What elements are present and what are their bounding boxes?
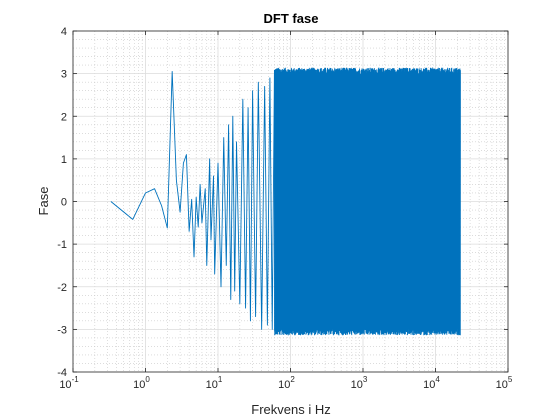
x-axis-label: Frekvens i Hz — [251, 402, 330, 417]
x-tick-label: 105 — [496, 375, 513, 391]
x-tick-label: 10-1 — [59, 375, 79, 391]
y-tick-label: 2 — [61, 111, 67, 123]
y-tick-label: -3 — [57, 324, 67, 336]
x-tick-label: 104 — [423, 375, 440, 391]
y-axis-ticks: -4 -3 -2 -1 0 1 2 3 4 — [57, 26, 508, 379]
chart-title: DFT fase — [264, 11, 319, 26]
x-tick-label: 101 — [206, 375, 223, 391]
y-axis-label: Fase — [36, 187, 51, 216]
x-axis-ticks: 10-1 100 101 102 103 104 105 — [59, 31, 513, 391]
x-tick-label: 100 — [133, 375, 150, 391]
y-tick-label: 1 — [61, 154, 67, 166]
y-tick-label: 3 — [61, 69, 67, 81]
y-tick-label: 4 — [61, 26, 67, 38]
phase-series-line — [110, 71, 275, 330]
data-layer — [110, 67, 461, 336]
plot-area: 10-1 100 101 102 103 104 105 -4 -3 -2 -1 0 1 2 3 4 — [57, 26, 513, 391]
y-tick-label: -1 — [57, 239, 67, 251]
phase-dense-oscillation — [273, 67, 461, 336]
y-tick-label: -2 — [57, 282, 67, 294]
y-tick-label: 0 — [61, 197, 67, 209]
y-tick-label: -4 — [57, 367, 67, 379]
x-tick-label: 102 — [278, 375, 295, 391]
x-tick-label: 103 — [351, 375, 368, 391]
